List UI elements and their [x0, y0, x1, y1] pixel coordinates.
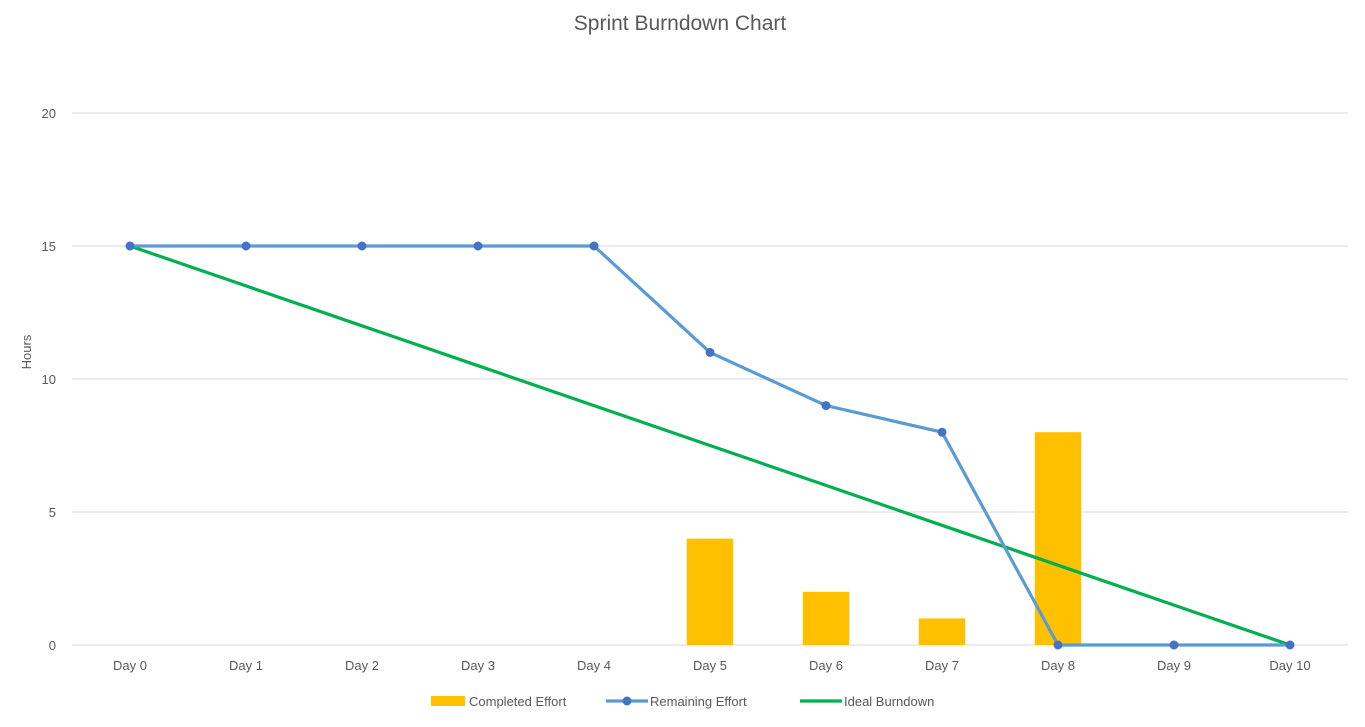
y-tick-label-10: 10 [42, 372, 56, 387]
y-tick-label-5: 5 [49, 505, 56, 520]
remaining-effort-point-day-8 [1053, 640, 1063, 650]
x-tick-label-day-0: Day 0 [113, 658, 147, 673]
remaining-effort-point-day-10 [1285, 640, 1295, 650]
ideal-burndown-line [128, 244, 1292, 647]
legend-label-completed-effort: Completed Effort [469, 694, 567, 709]
x-tick-label-day-7: Day 7 [925, 658, 959, 673]
x-tick-label-day-8: Day 8 [1041, 658, 1075, 673]
y-tick-label-15: 15 [42, 239, 56, 254]
remaining-effort-point-day-7 [937, 427, 947, 437]
x-tick-label-day-5: Day 5 [693, 658, 727, 673]
y-tick-label-0: 0 [49, 638, 56, 653]
legend-label-ideal-burndown: Ideal Burndown [844, 694, 934, 709]
legend-swatch-completed-effort [431, 696, 465, 706]
line-series [125, 241, 1295, 650]
x-tick-label-day-9: Day 9 [1157, 658, 1191, 673]
x-tick-label-day-1: Day 1 [229, 658, 263, 673]
x-tick-labels: Day 0 Day 1 Day 2 Day 3 Day 4 Day 5 Day 6 Day 7… [113, 658, 1311, 673]
chart-title: Sprint Burndown Chart [574, 12, 787, 35]
y-tick-label-20: 20 [42, 106, 56, 121]
bar-day-6 [802, 591, 850, 645]
remaining-effort-point-day-6 [821, 401, 831, 411]
y-tick-labels: 0 5 10 15 20 [42, 106, 56, 653]
remaining-effort-point-day-0 [125, 241, 135, 251]
bar-day-8 [1034, 432, 1082, 645]
legend-label-remaining-effort: Remaining Effort [650, 694, 747, 709]
legend-marker-remaining-effort [622, 696, 632, 706]
remaining-effort-point-day-1 [241, 241, 251, 251]
remaining-effort-point-day-3 [473, 241, 483, 251]
remaining-effort-point-day-9 [1169, 640, 1179, 650]
remaining-effort-point-day-2 [357, 241, 367, 251]
bar-day-7 [918, 618, 966, 645]
x-tick-label-day-2: Day 2 [345, 658, 379, 673]
bar-day-5 [686, 538, 734, 645]
y-axis-title: Hours [19, 334, 34, 369]
x-tick-label-day-10: Day 10 [1269, 658, 1310, 673]
completed-effort-bars [686, 432, 1082, 645]
x-tick-label-day-3: Day 3 [461, 658, 495, 673]
x-tick-label-day-4: Day 4 [577, 658, 611, 673]
legend: Completed Effort Remaining Effort Ideal Bu… [431, 694, 934, 709]
x-tick-label-day-6: Day 6 [809, 658, 843, 673]
remaining-effort-point-day-5 [705, 347, 715, 357]
remaining-effort-point-day-4 [589, 241, 599, 251]
